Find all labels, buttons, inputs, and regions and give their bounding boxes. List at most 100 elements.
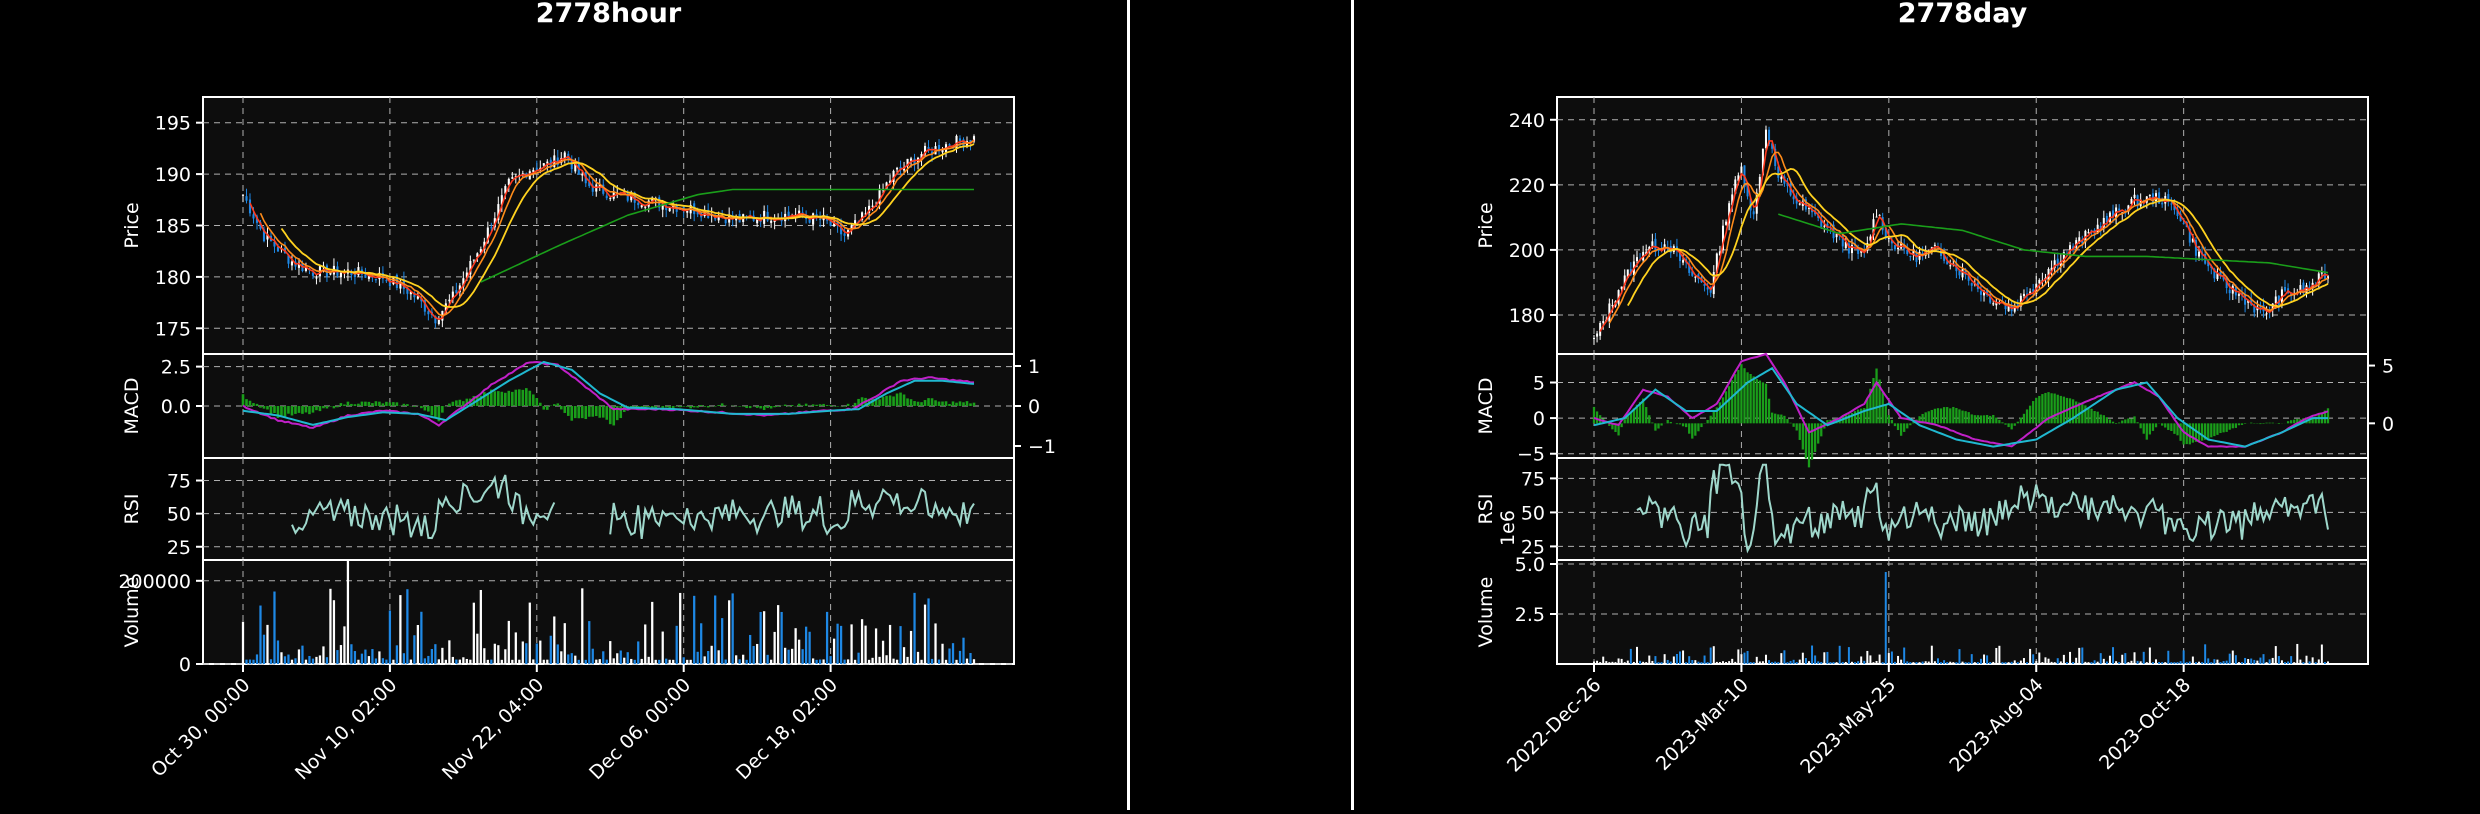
macd-histogram-bar [1971,414,1973,423]
macd-histogram-bar [252,403,255,406]
macd-tick-label: 5 [1533,372,1545,394]
macd-histogram-bar [906,398,909,406]
macd-histogram-bar [2250,423,2252,424]
macd-histogram-bar [1722,397,1724,423]
macd-histogram-bar [2238,423,2240,425]
rsi-ylabel: RSI [121,494,143,525]
macd-histogram-bar [829,405,832,406]
candle-body [546,162,548,164]
candle-body [1694,277,1696,278]
macd-histogram-bar [2293,420,2295,424]
volume-bar [1823,652,1825,664]
volume-bar [1814,655,1816,664]
macd-histogram-bar [350,404,353,406]
volume-bar [354,651,356,664]
volume-bar [518,660,520,664]
volume-bar [1685,662,1687,664]
volume-bar [641,659,643,664]
macd-histogram-bar [2023,414,2025,424]
volume-bar [1664,654,1666,664]
volume-bar [1624,662,1626,664]
volume-bar [2235,655,2237,664]
volume-bar [805,627,807,664]
candle-body [1971,283,1973,286]
volume-bar [784,648,786,664]
macd-histogram-bar [291,406,294,415]
volume-bar [2066,662,2068,664]
candle-body [1793,197,1795,200]
macd-histogram-bar [1958,409,1960,423]
candle-body [844,233,846,235]
volume-bar [1826,652,1828,664]
candle-body [2229,290,2231,293]
macd-histogram-bar [1667,420,1669,423]
macd-histogram-bar [1894,423,1896,426]
macd-histogram-bar [910,399,913,406]
volume-bar [1645,662,1647,664]
macd-histogram-bar [903,394,906,406]
price-tick-label: 185 [155,216,191,238]
macd-ylabel: MACD [1475,378,1497,435]
volume-bar [774,632,776,664]
volume-bar [2069,652,2071,664]
macd-histogram-bar [1753,376,1755,423]
macd-histogram-bar [2287,421,2289,423]
volume-bar [273,592,275,664]
volume-bar [843,660,845,664]
volume-bar [1722,661,1724,664]
volume-bar [1740,654,1742,664]
volume-bar [2048,659,2050,664]
macd-histogram-bar [955,403,958,406]
volume-bar [1829,662,1831,664]
macd-histogram-bar [1691,423,1693,438]
volume-bar [1903,648,1905,664]
volume-bar [263,635,265,664]
volume-bar [620,651,622,664]
volume-bar [1747,651,1749,664]
volume-bar [2134,652,2136,664]
macd-histogram-bar [2035,398,2037,424]
price-tick-label: 240 [1509,110,1545,132]
volume-bar [735,655,737,664]
volume-bar [1630,649,1632,664]
volume-bar [1848,647,1850,664]
volume-bar [787,650,789,664]
volume-bar [1648,656,1650,664]
macd-histogram-bar [1891,420,1893,423]
volume-bar [2278,656,2280,664]
volume-bar [756,644,758,664]
volume-bar [606,660,608,664]
volume-bar [2075,658,2077,664]
macd-ylabel: MACD [121,378,143,435]
candle-body [252,214,254,218]
volume-bar [1593,661,1595,664]
macd-histogram-bar [2121,421,2123,424]
macd-histogram-bar [2207,423,2209,439]
macd-histogram-bar [1796,423,1798,430]
volume-bar [459,660,461,664]
rsi-panel-frame [1557,458,2368,560]
volume-bar [2130,661,2132,664]
volume-bar [1992,662,1994,664]
volume-bar [438,659,440,664]
macd-histogram-bar [854,403,857,406]
volume-bar [536,643,538,664]
macd-histogram-bar [1759,381,1761,424]
macd-histogram-bar [2226,423,2228,432]
candle-body [1602,321,1604,323]
volume-bar [1866,651,1868,664]
volume-bar [585,660,587,664]
macd-histogram-bar [1817,423,1819,443]
volume-bar [889,625,891,664]
volume-bar [1676,654,1678,664]
macd-tick-label: −5 [1517,444,1545,466]
macd-right-tick-label: 0 [1028,396,1040,418]
macd-histogram-bar [805,404,808,406]
volume-bar [2097,662,2099,664]
candle-body [927,147,929,149]
macd-histogram-bar [1931,410,1933,423]
macd-histogram-bar [1765,384,1767,424]
volume-bar [588,621,590,664]
macd-histogram-bar [1980,415,1982,423]
volume-bar [539,641,541,664]
